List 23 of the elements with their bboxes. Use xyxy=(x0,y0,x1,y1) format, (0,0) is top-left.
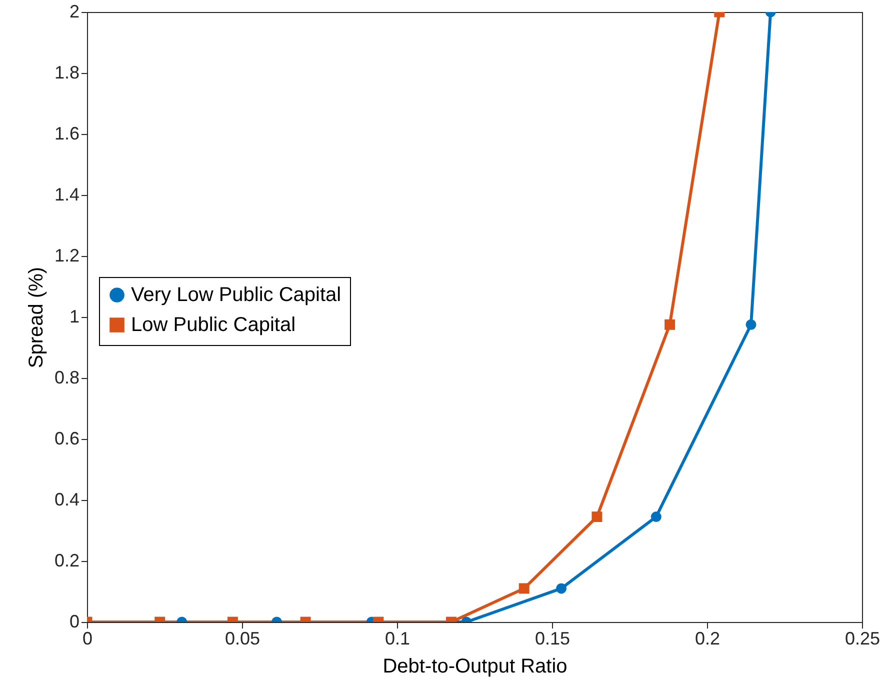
x-tick-label: 0 xyxy=(82,628,93,648)
y-tick-label: 1 xyxy=(69,306,80,326)
y-tick-label: 0.2 xyxy=(54,550,80,570)
y-tick-label: 0.6 xyxy=(54,428,80,448)
y-axis-title: Spread (%) xyxy=(25,266,48,368)
y-tick-label: 1.2 xyxy=(54,246,80,266)
y-tick-label: 0.8 xyxy=(54,368,80,388)
y-tick-label: 1.6 xyxy=(54,124,80,144)
x-tick-label: 0.05 xyxy=(224,628,260,648)
x-tick-label: 0.1 xyxy=(384,628,410,648)
x-tick-label: 0.25 xyxy=(844,628,880,648)
point xyxy=(746,319,756,330)
x-tick-label: 0.15 xyxy=(534,628,570,648)
y-tick-label: 0.4 xyxy=(54,490,80,510)
legend-label: Low Public Capital xyxy=(131,314,296,336)
y-tick-label: 0 xyxy=(69,612,80,632)
y-tick-label: 1.4 xyxy=(54,184,80,204)
legend-label: Very Low Public Capital xyxy=(131,284,342,306)
y-tick-label: 2 xyxy=(69,2,80,22)
y-tick-label: 1.8 xyxy=(54,62,80,82)
x-axis-title: Debt-to-Output Ratio xyxy=(382,656,568,678)
point xyxy=(664,319,676,330)
x-tick-label: 0.2 xyxy=(694,628,720,648)
